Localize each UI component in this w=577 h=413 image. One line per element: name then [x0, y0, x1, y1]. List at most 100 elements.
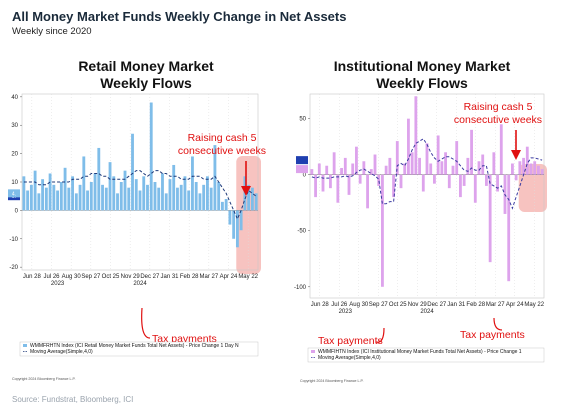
i-bar [421, 174, 425, 192]
r-bar [26, 190, 30, 211]
i-bar [451, 165, 455, 175]
r-bar [149, 102, 153, 211]
retail-chart-panel: Retail Money Market Weekly Flows 40 30 20 1… [0, 46, 288, 391]
institutional-moving-average-line [311, 138, 543, 210]
i-highlight-box [518, 164, 547, 212]
r-bar [198, 193, 202, 211]
i-bar [507, 174, 511, 282]
i-bar [492, 152, 496, 175]
i-x-tick-label: Aug 30 [349, 302, 369, 308]
r-y-tick-label: 0 [15, 208, 19, 214]
page-title: All Money Market Funds Weekly Change in … [12, 9, 347, 24]
institutional-raising-cash-label-line2: consecutive weeks [454, 114, 542, 126]
institutional-chart-title-line2: Weekly Flows [376, 75, 468, 91]
i-bar [436, 135, 440, 175]
r-bar [254, 193, 258, 211]
i-bar [310, 169, 314, 175]
retail-tax-hook-icon [141, 307, 151, 339]
i-bar [343, 157, 347, 175]
i-legend-entry-ma: Moving Average(Simple,4,0) [318, 355, 381, 361]
r-axis-value-marker [8, 189, 20, 198]
r-x-tick-label: Jan 31 [160, 274, 179, 280]
i-bar [473, 174, 477, 203]
i-x-tick-label: May 22 [524, 302, 544, 308]
r-highlight-box [236, 156, 261, 274]
r-legend-swatch-bars [23, 344, 27, 347]
i-y-tick-label: 0 [303, 173, 307, 179]
r-bar [112, 176, 116, 211]
r-bar [63, 167, 67, 211]
r-bar [86, 190, 89, 211]
i-bar [455, 141, 459, 175]
r-bar [247, 184, 251, 211]
r-x-tick-label: Nov 29 [121, 274, 141, 280]
r-bar [202, 184, 206, 211]
r-bar [29, 184, 33, 211]
retail-chart-title-line2: Weekly Flows [100, 75, 192, 91]
r-bar [213, 145, 217, 211]
i-bar [399, 174, 403, 189]
institutional-tax-payments-label-2: Tax payments [460, 329, 525, 341]
i-bar [317, 163, 321, 175]
institutional-copyright: Copyright 2024 Bloomberg Finance L.P. [300, 379, 364, 383]
r-bar [127, 187, 131, 211]
i-bar [518, 161, 522, 175]
r-bar [48, 173, 52, 211]
r-bar [108, 162, 112, 211]
r-bar [123, 170, 127, 211]
r-bar [172, 164, 176, 211]
r-y-tick-label: 30 [11, 123, 18, 129]
i-legend-box [307, 347, 545, 363]
institutional-tax-payments-label-1: Tax payments [318, 335, 383, 347]
i-bar [440, 161, 444, 175]
i-bar [403, 163, 407, 175]
i-bar [388, 157, 392, 175]
r-bar [235, 210, 239, 248]
i-x-tick-label: Sep 27 [369, 302, 389, 308]
r-axis-value-marker-label: 4. [12, 191, 16, 197]
institutional-chart-panel: Institutional Money Market Weekly Flows … [288, 46, 577, 391]
r-bar [134, 179, 138, 211]
i-bar [358, 174, 362, 184]
i-plot-frame [309, 93, 545, 299]
i-bar [414, 96, 418, 175]
r-bar [59, 182, 63, 211]
i-bar [459, 174, 462, 198]
r-bar [93, 173, 97, 211]
r-y-tick-label: 20 [11, 152, 18, 158]
r-bar [183, 176, 187, 211]
i-y-tick-label: -100 [294, 285, 307, 291]
r-bar [56, 190, 60, 211]
r-bar [209, 187, 213, 211]
r-bar [119, 182, 123, 211]
i-bar [444, 152, 447, 175]
i-legend-swatch-bars [311, 350, 315, 353]
i-bar [485, 174, 488, 186]
i-bar [392, 174, 395, 198]
i-bar [525, 146, 529, 175]
institutional-chart-title-line1: Institutional Money Market [334, 58, 511, 74]
r-bar [191, 156, 194, 211]
r-bar [239, 210, 243, 231]
i-x-tick-label: Nov 29 [408, 302, 428, 308]
i-y-tick-label: 50 [299, 117, 306, 123]
i-bar [336, 174, 340, 203]
r-x-tick-label: Apr 24 [220, 274, 238, 280]
i-bar [332, 152, 336, 175]
retail-arrow-icon [241, 161, 251, 196]
r-bar [101, 184, 104, 211]
retail-flows-chart: Retail Money Market Weekly Flows 40 30 20 1… [8, 58, 266, 381]
r-bar [22, 176, 26, 211]
i-bar [384, 165, 388, 175]
i-x-tick-label: Feb 28 [466, 302, 485, 308]
retail-chart-title-line1: Retail Money Market [78, 58, 214, 74]
r-bar [33, 170, 37, 211]
i-bar [366, 174, 369, 209]
r-bar [37, 193, 41, 211]
i-bar [488, 174, 492, 263]
r-x-tick-label: Mar 27 [199, 274, 218, 280]
r-bar [89, 182, 93, 211]
i-bar [407, 118, 410, 175]
i-bar [355, 146, 358, 175]
r-bar [228, 210, 232, 225]
